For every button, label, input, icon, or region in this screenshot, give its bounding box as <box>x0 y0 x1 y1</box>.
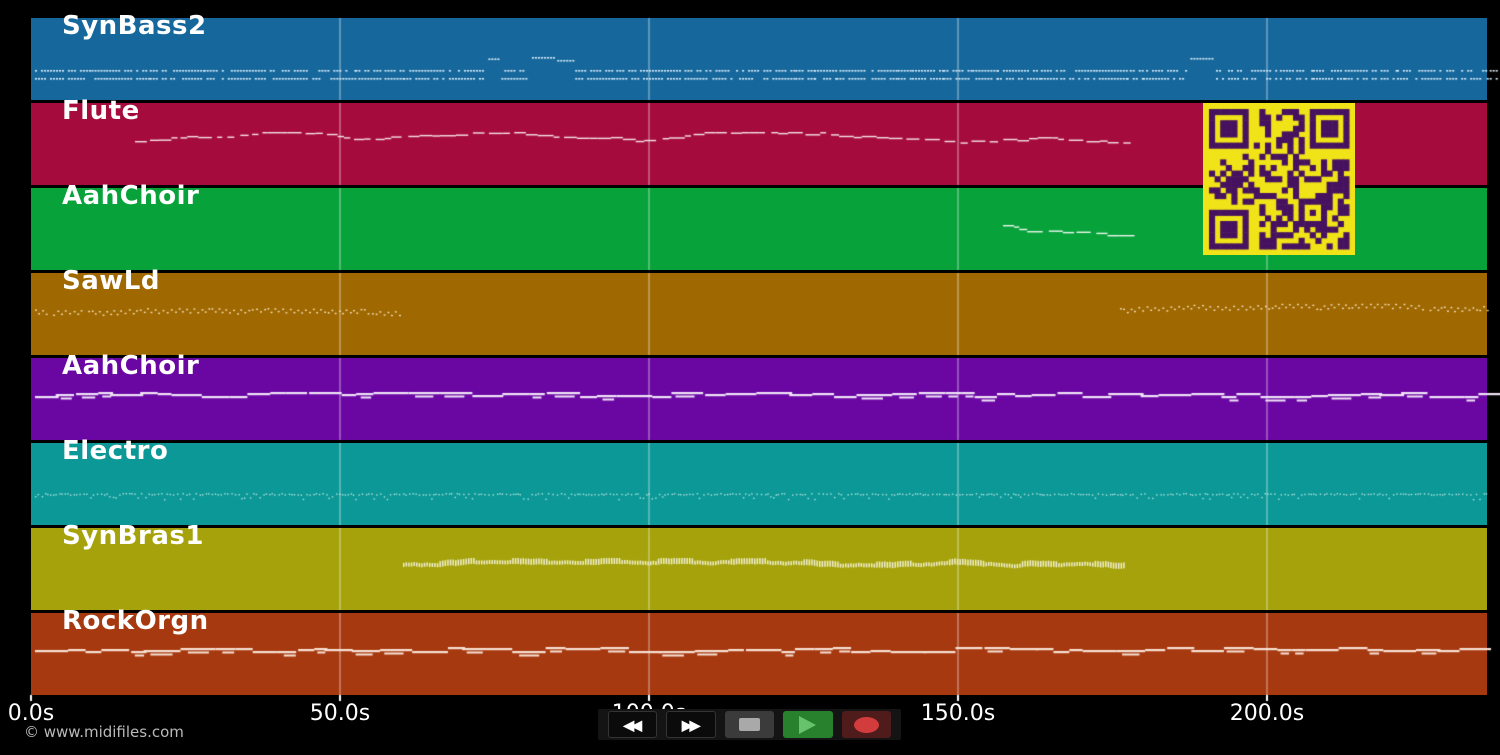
track-band-electro-5: Electro <box>31 436 1487 525</box>
axis-tick-label: 200.0s <box>1229 701 1305 726</box>
play-button[interactable] <box>783 711 833 738</box>
track-label: Electro <box>62 436 169 466</box>
track-label: RockOrgn <box>62 606 209 636</box>
qr-code <box>1203 103 1355 255</box>
record-icon <box>853 716 879 733</box>
track-band-synbass2-0: SynBass2 <box>31 11 1487 100</box>
rewind-icon: ◀◀ <box>623 716 641 733</box>
track-label: AahChoir <box>62 181 200 211</box>
track-label: SynBras1 <box>62 521 204 551</box>
track-label: SawLd <box>62 266 160 296</box>
play-icon <box>799 715 817 734</box>
stop-icon <box>739 718 761 731</box>
fast-forward-icon: ▶▶ <box>681 716 700 733</box>
axis-tick-label: 150.0s <box>920 701 996 726</box>
stop-button[interactable] <box>724 711 775 738</box>
track-band-synbras1-6: SynBras1 <box>31 521 1487 610</box>
copyright-text: © www.midifiles.com <box>24 723 184 741</box>
track-band-sawld-3: SawLd <box>31 266 1487 355</box>
track-band-aahchoir-4: AahChoir <box>31 351 1487 440</box>
track-label: SynBass2 <box>62 11 207 41</box>
track-label: Flute <box>62 96 140 126</box>
rewind-button[interactable]: ◀◀ <box>608 711 658 738</box>
track-label: AahChoir <box>62 351 200 381</box>
axis-tick-label: 50.0s <box>309 701 371 726</box>
track-band-rockorgn-7: RockOrgn <box>31 606 1487 695</box>
record-button[interactable] <box>841 711 892 738</box>
transport-bar: ◀◀ ▶▶ <box>598 709 901 740</box>
fast-forward-button[interactable]: ▶▶ <box>666 711 716 738</box>
